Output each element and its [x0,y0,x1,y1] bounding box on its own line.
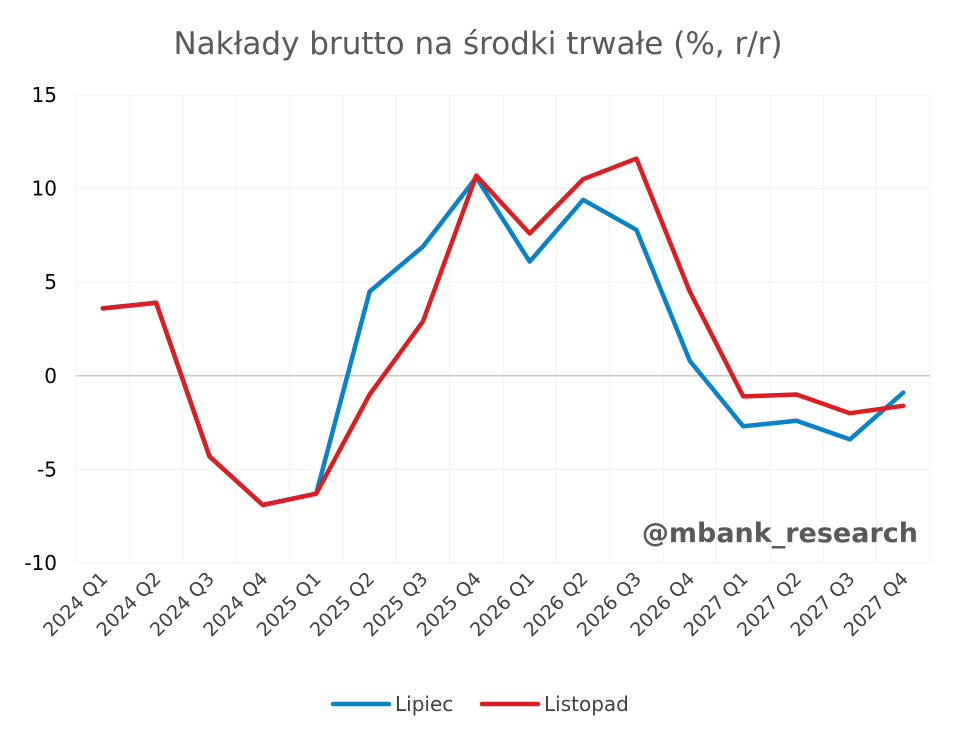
y-tick-label: 15 [32,83,57,107]
y-tick-label: 5 [44,270,57,294]
legend-label: Lipiec [395,692,453,716]
y-tick-label: 10 [32,177,57,201]
y-axis: 15 10 5 0 -5 -10 [24,83,57,575]
gridlines [75,94,931,564]
y-tick-label: 0 [44,364,57,388]
chart-title: Nakłady brutto na środki trwałe (%, r/r) [173,26,782,62]
legend: Lipiec Listopad [330,692,629,716]
series-lines [100,156,906,508]
legend-label: Listopad [544,692,629,716]
watermark: @mbank_research [642,518,918,549]
y-tick-label: -10 [24,551,57,575]
series-line-listopad [100,156,906,508]
y-tick-label: -5 [37,457,57,481]
